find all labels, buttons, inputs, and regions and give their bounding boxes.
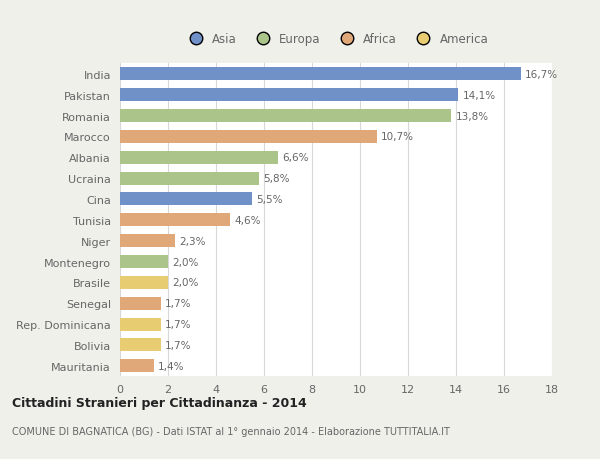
- Text: 1,7%: 1,7%: [165, 319, 191, 330]
- Bar: [120, 256, 168, 269]
- Text: 10,7%: 10,7%: [381, 132, 414, 142]
- Bar: [120, 193, 252, 206]
- Bar: [120, 235, 175, 247]
- Text: 2,0%: 2,0%: [172, 278, 199, 288]
- Bar: [120, 318, 161, 331]
- Bar: [120, 297, 161, 310]
- Text: 1,7%: 1,7%: [165, 340, 191, 350]
- Text: 13,8%: 13,8%: [455, 111, 488, 121]
- Text: 14,1%: 14,1%: [463, 90, 496, 101]
- Text: 2,0%: 2,0%: [172, 257, 199, 267]
- Text: Cittadini Stranieri per Cittadinanza - 2014: Cittadini Stranieri per Cittadinanza - 2…: [12, 396, 307, 409]
- Text: 2,3%: 2,3%: [179, 236, 206, 246]
- Text: 1,4%: 1,4%: [158, 361, 184, 371]
- Bar: [120, 110, 451, 123]
- Bar: [120, 68, 521, 81]
- Text: 1,7%: 1,7%: [165, 298, 191, 308]
- Bar: [120, 172, 259, 185]
- Bar: [120, 131, 377, 144]
- Text: COMUNE DI BAGNATICA (BG) - Dati ISTAT al 1° gennaio 2014 - Elaborazione TUTTITAL: COMUNE DI BAGNATICA (BG) - Dati ISTAT al…: [12, 426, 450, 436]
- Legend: Asia, Europa, Africa, America: Asia, Europa, Africa, America: [184, 33, 488, 46]
- Text: 16,7%: 16,7%: [525, 70, 558, 80]
- Bar: [120, 214, 230, 227]
- Bar: [120, 89, 458, 102]
- Text: 6,6%: 6,6%: [283, 153, 309, 163]
- Bar: [120, 276, 168, 289]
- Bar: [120, 151, 278, 164]
- Bar: [120, 339, 161, 352]
- Text: 5,8%: 5,8%: [263, 174, 290, 184]
- Text: 4,6%: 4,6%: [235, 215, 261, 225]
- Bar: [120, 359, 154, 372]
- Text: 5,5%: 5,5%: [256, 195, 283, 205]
